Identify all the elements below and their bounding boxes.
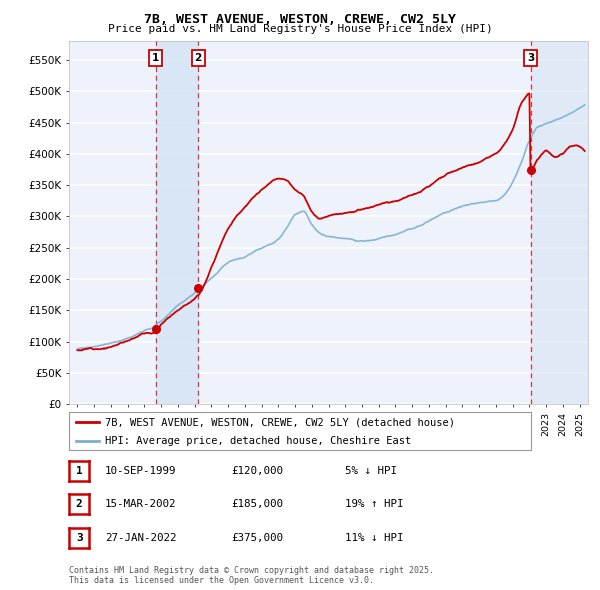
Text: 7B, WEST AVENUE, WESTON, CREWE, CW2 5LY (detached house): 7B, WEST AVENUE, WESTON, CREWE, CW2 5LY …: [105, 417, 455, 427]
Bar: [530, 41, 588, 404]
Text: 11% ↓ HPI: 11% ↓ HPI: [345, 533, 404, 543]
Text: 15-MAR-2002: 15-MAR-2002: [105, 500, 176, 509]
Text: £120,000: £120,000: [231, 466, 283, 476]
Text: Contains HM Land Registry data © Crown copyright and database right 2025.
This d: Contains HM Land Registry data © Crown c…: [69, 566, 434, 585]
Text: 5% ↓ HPI: 5% ↓ HPI: [345, 466, 397, 476]
Text: Price paid vs. HM Land Registry's House Price Index (HPI): Price paid vs. HM Land Registry's House …: [107, 24, 493, 34]
Text: 27-JAN-2022: 27-JAN-2022: [105, 533, 176, 543]
Text: 2: 2: [194, 53, 202, 63]
Text: £185,000: £185,000: [231, 500, 283, 509]
Text: 2: 2: [76, 500, 83, 509]
Text: 1: 1: [152, 53, 160, 63]
Text: 19% ↑ HPI: 19% ↑ HPI: [345, 500, 404, 509]
Bar: [156, 41, 198, 404]
Text: £375,000: £375,000: [231, 533, 283, 543]
Text: 3: 3: [527, 53, 534, 63]
Text: 1: 1: [76, 466, 83, 476]
Text: 3: 3: [76, 533, 83, 543]
Text: 7B, WEST AVENUE, WESTON, CREWE, CW2 5LY: 7B, WEST AVENUE, WESTON, CREWE, CW2 5LY: [144, 13, 456, 26]
Text: 10-SEP-1999: 10-SEP-1999: [105, 466, 176, 476]
Text: HPI: Average price, detached house, Cheshire East: HPI: Average price, detached house, Ches…: [105, 435, 411, 445]
